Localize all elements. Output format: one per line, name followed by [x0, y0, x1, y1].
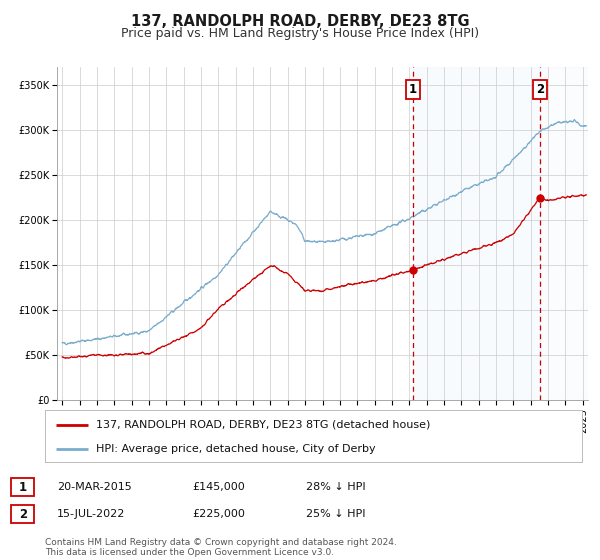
Bar — [540, 67, 588, 400]
Bar — [413, 67, 540, 400]
Text: 1: 1 — [409, 83, 417, 96]
Text: 2: 2 — [19, 507, 27, 521]
Text: £225,000: £225,000 — [192, 509, 245, 519]
Text: 2: 2 — [536, 83, 544, 96]
Text: 1: 1 — [19, 480, 27, 494]
Text: HPI: Average price, detached house, City of Derby: HPI: Average price, detached house, City… — [96, 444, 376, 454]
Text: 15-JUL-2022: 15-JUL-2022 — [57, 509, 125, 519]
Text: 28% ↓ HPI: 28% ↓ HPI — [306, 482, 365, 492]
Text: Price paid vs. HM Land Registry's House Price Index (HPI): Price paid vs. HM Land Registry's House … — [121, 27, 479, 40]
Text: 137, RANDOLPH ROAD, DERBY, DE23 8TG (detached house): 137, RANDOLPH ROAD, DERBY, DE23 8TG (det… — [96, 420, 430, 430]
Text: £145,000: £145,000 — [192, 482, 245, 492]
Text: 25% ↓ HPI: 25% ↓ HPI — [306, 509, 365, 519]
Text: 137, RANDOLPH ROAD, DERBY, DE23 8TG: 137, RANDOLPH ROAD, DERBY, DE23 8TG — [131, 14, 469, 29]
Text: 20-MAR-2015: 20-MAR-2015 — [57, 482, 132, 492]
Text: Contains HM Land Registry data © Crown copyright and database right 2024.
This d: Contains HM Land Registry data © Crown c… — [45, 538, 397, 557]
